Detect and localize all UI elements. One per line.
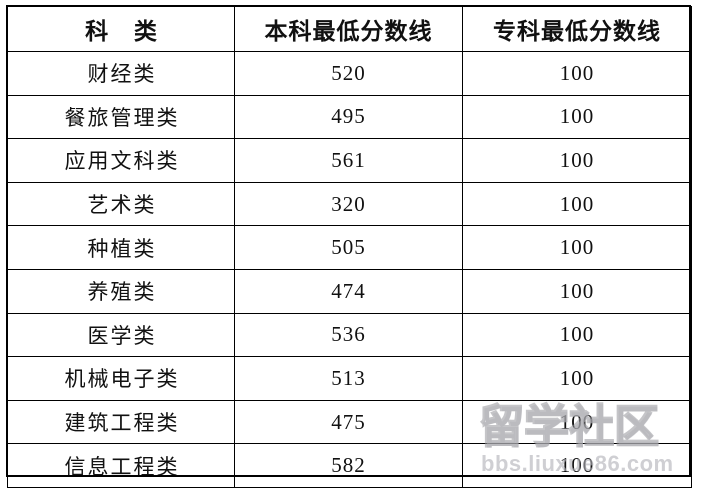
cell-undergraduate: 520 (234, 51, 463, 96)
cell-undergraduate: 513 (234, 356, 463, 401)
cell-subject: 建筑工程类 (7, 399, 235, 445)
column-header-undergraduate: 本科最低分数线 (234, 6, 463, 52)
cell-subject: 信息工程类 (7, 443, 235, 488)
cell-undergraduate: 505 (234, 225, 463, 270)
cell-junior-college: 100 (462, 138, 692, 183)
cell-subject: 餐旅管理类 (7, 94, 235, 140)
table-header-row: 科 类 本科最低分数线 专科最低分数线 (7, 6, 692, 52)
table-row: 艺术类 320 100 (7, 181, 692, 227)
cell-junior-college: 100 (462, 225, 692, 270)
table-row: 医学类 536 100 (7, 312, 692, 358)
table-row: 餐旅管理类 495 100 (7, 94, 692, 140)
table-row: 信息工程类 582 100 (7, 443, 692, 488)
cell-junior-college: 100 (462, 399, 692, 445)
cell-undergraduate: 561 (234, 138, 463, 183)
column-header-subject: 科 类 (7, 6, 235, 52)
column-header-junior-college: 专科最低分数线 (462, 6, 692, 52)
cell-subject: 养殖类 (7, 268, 235, 314)
cell-subject: 艺术类 (7, 181, 235, 227)
cell-undergraduate: 495 (234, 94, 463, 140)
cell-subject: 种植类 (7, 225, 235, 270)
cell-junior-college: 100 (462, 181, 692, 227)
cell-subject: 医学类 (7, 312, 235, 358)
cell-undergraduate: 474 (234, 268, 463, 314)
page-top-margin (0, 0, 702, 6)
table-row: 财经类 520 100 (7, 51, 692, 96)
score-line-table: 科 类 本科最低分数线 专科最低分数线 财经类 520 100 餐旅管理类 49… (7, 6, 692, 488)
table-row: 机械电子类 513 100 (7, 356, 692, 401)
cell-junior-college: 100 (462, 312, 692, 358)
cell-subject: 财经类 (7, 51, 235, 96)
cell-undergraduate: 536 (234, 312, 463, 358)
cell-junior-college: 100 (462, 94, 692, 140)
cell-subject: 应用文科类 (7, 138, 235, 183)
table-row: 建筑工程类 475 100 (7, 399, 692, 445)
cell-junior-college: 100 (462, 443, 692, 488)
cell-junior-college: 100 (462, 268, 692, 314)
cell-undergraduate: 582 (234, 443, 463, 488)
table-row: 种植类 505 100 (7, 225, 692, 270)
table-row: 养殖类 474 100 (7, 268, 692, 314)
table-row: 应用文科类 561 100 (7, 138, 692, 183)
cell-junior-college: 100 (462, 51, 692, 96)
cell-junior-college: 100 (462, 356, 692, 401)
cell-undergraduate: 320 (234, 181, 463, 227)
cell-subject: 机械电子类 (7, 356, 235, 401)
cell-undergraduate: 475 (234, 399, 463, 445)
